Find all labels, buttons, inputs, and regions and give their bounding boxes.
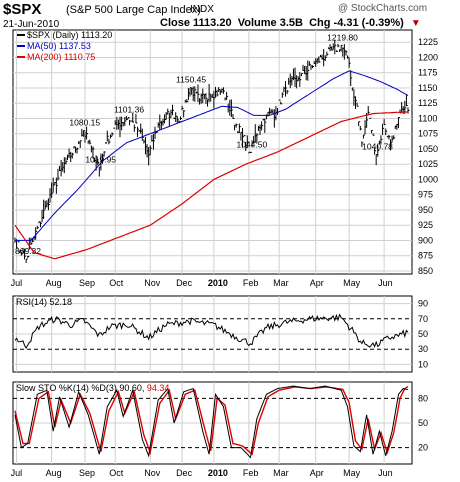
y-tick-label: 50 — [418, 329, 428, 339]
chart-date: 21-Jun-2010 — [3, 19, 60, 30]
quote-line: Close 1113.20 Volume 3.5B Chg -4.31 (-0.… — [160, 17, 421, 29]
x-tick-label: Jul — [11, 468, 23, 478]
x-tick-label: Mar — [273, 278, 289, 288]
x-tick-label: Sep — [79, 468, 95, 478]
watermark: @ StockCharts.com — [338, 3, 428, 14]
y-tick-label: 1225 — [418, 37, 438, 47]
chg-value: -4.31 (-0.39%) — [333, 17, 404, 29]
x-tick-label: Dec — [176, 468, 193, 478]
x-tick-label: Mar — [273, 468, 289, 478]
price-annotation: 1040.78 — [362, 142, 393, 152]
y-tick-label: 925 — [418, 220, 433, 230]
y-tick-label: 950 — [418, 205, 433, 215]
exchange-label: INDX — [190, 4, 214, 15]
stochastic-legend-d: 94.34 — [147, 383, 170, 393]
x-tick-label: Feb — [243, 468, 259, 478]
stochastic-legend: Slow STO %K(14) %D(3) 90.60, 94.34 — [16, 383, 169, 393]
x-tick-label: Jul — [11, 278, 23, 288]
ma50-line — [15, 70, 409, 241]
x-tick-label: Oct — [109, 468, 124, 478]
price-annotation: 869.32 — [15, 246, 41, 256]
y-tick-label: 70 — [418, 314, 428, 324]
stoch-d-line — [14, 386, 409, 456]
x-tick-label: 2010 — [208, 278, 228, 288]
price-annotation: 1019.95 — [85, 154, 116, 164]
y-tick-label: 1000 — [418, 174, 438, 184]
y-tick-label: 875 — [418, 251, 433, 261]
price-annotation: 1150.45 — [176, 75, 206, 85]
chg-label: Chg — [309, 17, 331, 29]
x-tick-label: Aug — [46, 468, 62, 478]
y-tick-label: 10 — [418, 359, 428, 369]
x-tick-label: Apr — [310, 278, 324, 288]
y-tick-label: 90 — [418, 299, 428, 309]
x-tick-label: Jun — [378, 468, 393, 478]
y-tick-label: 1025 — [418, 159, 438, 169]
y-tick-label: 1100 — [418, 113, 437, 123]
x-tick-label: May — [343, 278, 361, 288]
ticker-symbol: $SPX — [3, 1, 42, 18]
y-tick-label: 80 — [418, 393, 428, 403]
x-tick-label: Jun — [378, 278, 393, 288]
y-tick-label: 1150 — [418, 83, 437, 93]
y-tick-label: 975 — [418, 190, 433, 200]
volume-label: Volume — [237, 17, 277, 29]
y-tick-label: 1075 — [418, 129, 438, 139]
y-tick-label: 1125 — [418, 98, 437, 108]
y-tick-label: 1050 — [418, 144, 438, 154]
price-annotation: 1101.36 — [114, 105, 144, 115]
y-tick-label: 1200 — [418, 52, 438, 62]
y-tick-label: 50 — [418, 418, 428, 428]
x-tick-label: 2010 — [208, 468, 228, 478]
x-tick-label: May — [343, 468, 361, 478]
x-tick-label: Oct — [109, 278, 124, 288]
x-tick-label: Nov — [144, 278, 161, 288]
down-triangle-icon: ▼ — [410, 18, 421, 29]
volume-value: 3.5B — [279, 17, 303, 29]
y-tick-label: 900 — [418, 235, 433, 245]
x-tick-label: Apr — [310, 468, 324, 478]
y-tick-label: 20 — [418, 443, 428, 453]
stoch-k-line — [14, 385, 409, 459]
y-tick-label: 850 — [418, 266, 433, 276]
price-annotation: 1219.80 — [327, 32, 358, 42]
price-panel — [12, 29, 413, 275]
close-label: Close — [160, 17, 190, 29]
price-annotation: 1044.50 — [236, 139, 267, 149]
close-value: 1113.20 — [193, 17, 232, 29]
x-tick-label: Aug — [46, 278, 62, 288]
x-tick-label: Dec — [176, 278, 193, 288]
rsi-line — [14, 313, 409, 349]
ma200-line — [14, 111, 409, 260]
ticker-description: (S&P 500 Large Cap Index) — [66, 4, 201, 16]
legend-entry: MA(200) 1110.75 — [27, 52, 95, 62]
legend-entry: MA(50) 1137.53 — [27, 41, 91, 51]
x-tick-label: Feb — [243, 278, 259, 288]
x-tick-label: Nov — [144, 468, 161, 478]
y-tick-label: 30 — [418, 344, 428, 354]
x-tick-label: Sep — [79, 278, 95, 288]
legend-entry: $SPX (Daily) 1113.20 — [27, 30, 112, 40]
rsi-legend: RSI(14) 52.18 — [16, 297, 72, 307]
price-annotation: 1080.15 — [69, 118, 100, 128]
y-tick-label: 1175 — [418, 68, 437, 78]
